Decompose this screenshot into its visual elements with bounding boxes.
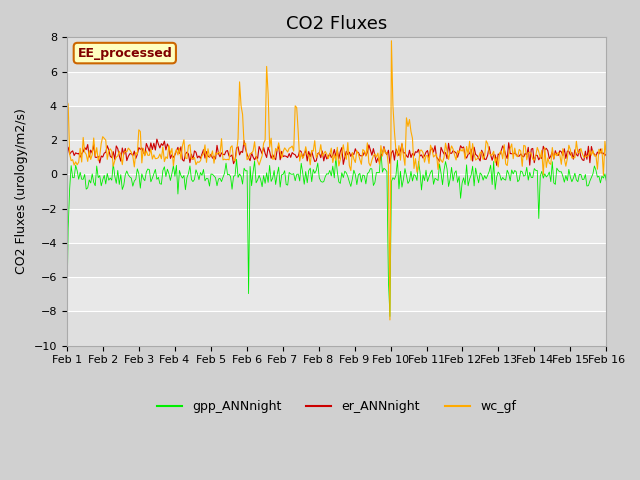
Title: CO2 Fluxes: CO2 Fluxes bbox=[286, 15, 387, 33]
wc_gf bbox=[575, 150, 583, 156]
Line: wc_gf: wc_gf bbox=[67, 41, 607, 320]
wc_gf bbox=[63, 98, 70, 104]
Text: EE_processed: EE_processed bbox=[77, 47, 172, 60]
Legend: gpp_ANNnight, er_ANNnight, wc_gf: gpp_ANNnight, er_ANNnight, wc_gf bbox=[152, 395, 521, 418]
wc_gf bbox=[386, 317, 394, 323]
wc_gf bbox=[251, 139, 259, 144]
wc_gf bbox=[299, 156, 307, 161]
Bar bbox=[67, 174, 607, 209]
er_ANNnight bbox=[225, 153, 233, 159]
gpp_ANNnight bbox=[224, 172, 232, 178]
Line: er_ANNnight: er_ANNnight bbox=[67, 139, 607, 165]
er_ANNnight bbox=[603, 151, 611, 157]
gpp_ANNnight bbox=[377, 147, 385, 153]
er_ANNnight bbox=[129, 153, 137, 158]
wc_gf bbox=[242, 140, 250, 146]
wc_gf bbox=[224, 156, 232, 162]
gpp_ANNnight bbox=[299, 170, 307, 176]
wc_gf bbox=[603, 154, 611, 159]
gpp_ANNnight bbox=[63, 324, 70, 330]
Line: gpp_ANNnight: gpp_ANNnight bbox=[67, 150, 607, 327]
er_ANNnight bbox=[300, 151, 308, 156]
er_ANNnight bbox=[63, 149, 70, 155]
wc_gf bbox=[129, 153, 137, 159]
gpp_ANNnight bbox=[129, 183, 137, 189]
gpp_ANNnight bbox=[603, 179, 611, 185]
gpp_ANNnight bbox=[242, 168, 250, 174]
er_ANNnight bbox=[575, 146, 583, 152]
Bar bbox=[67, 37, 607, 72]
Bar bbox=[67, 312, 607, 346]
er_ANNnight bbox=[252, 154, 260, 159]
Bar bbox=[67, 243, 607, 277]
wc_gf bbox=[388, 38, 396, 44]
er_ANNnight bbox=[493, 162, 500, 168]
Y-axis label: CO2 Fluxes (urology/m2/s): CO2 Fluxes (urology/m2/s) bbox=[15, 108, 28, 275]
gpp_ANNnight bbox=[574, 179, 582, 185]
er_ANNnight bbox=[243, 152, 251, 157]
gpp_ANNnight bbox=[251, 158, 259, 164]
er_ANNnight bbox=[153, 136, 161, 142]
Bar bbox=[67, 106, 607, 140]
